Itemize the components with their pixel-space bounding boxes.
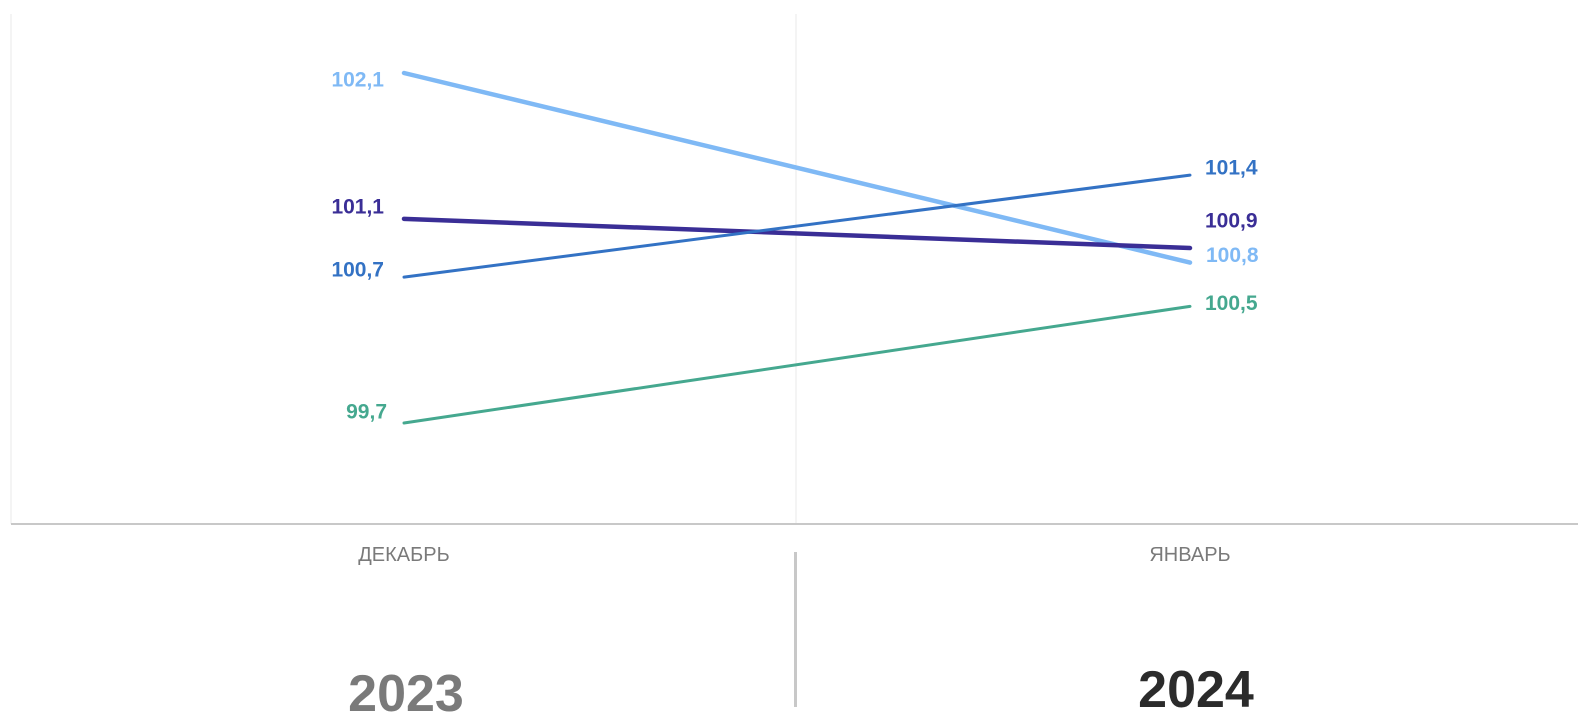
x-tick-label-dec: ДЕКАБРЬ bbox=[358, 544, 449, 566]
data-label-s2-dec: 101,1 bbox=[331, 195, 384, 218]
series-line-3 bbox=[402, 173, 1192, 279]
x-tick-label-jan: ЯНВАРЬ bbox=[1149, 544, 1230, 566]
series-line-4 bbox=[402, 304, 1192, 425]
data-label-s1-jan: 100,8 bbox=[1206, 244, 1259, 267]
year-label-2024: 2024 bbox=[1138, 661, 1254, 719]
series-line-1 bbox=[401, 70, 1193, 265]
data-label-s4-dec: 99,7 bbox=[346, 401, 387, 424]
series-line-2 bbox=[401, 216, 1193, 251]
year-divider bbox=[794, 552, 797, 707]
data-label-s3-dec: 100,7 bbox=[331, 259, 384, 282]
data-label-s1-dec: 102,1 bbox=[331, 69, 384, 92]
data-label-s3-jan: 101,4 bbox=[1205, 157, 1258, 180]
data-label-s2-jan: 100,9 bbox=[1205, 210, 1258, 233]
year-label-2023: 2023 bbox=[348, 665, 464, 723]
label-layer: 102,1 100,8 101,1 100,9 100,7 101,4 99,7 100,5 bbox=[331, 69, 1258, 424]
series-layer bbox=[401, 70, 1193, 425]
data-label-s4-jan: 100,5 bbox=[1205, 292, 1258, 315]
